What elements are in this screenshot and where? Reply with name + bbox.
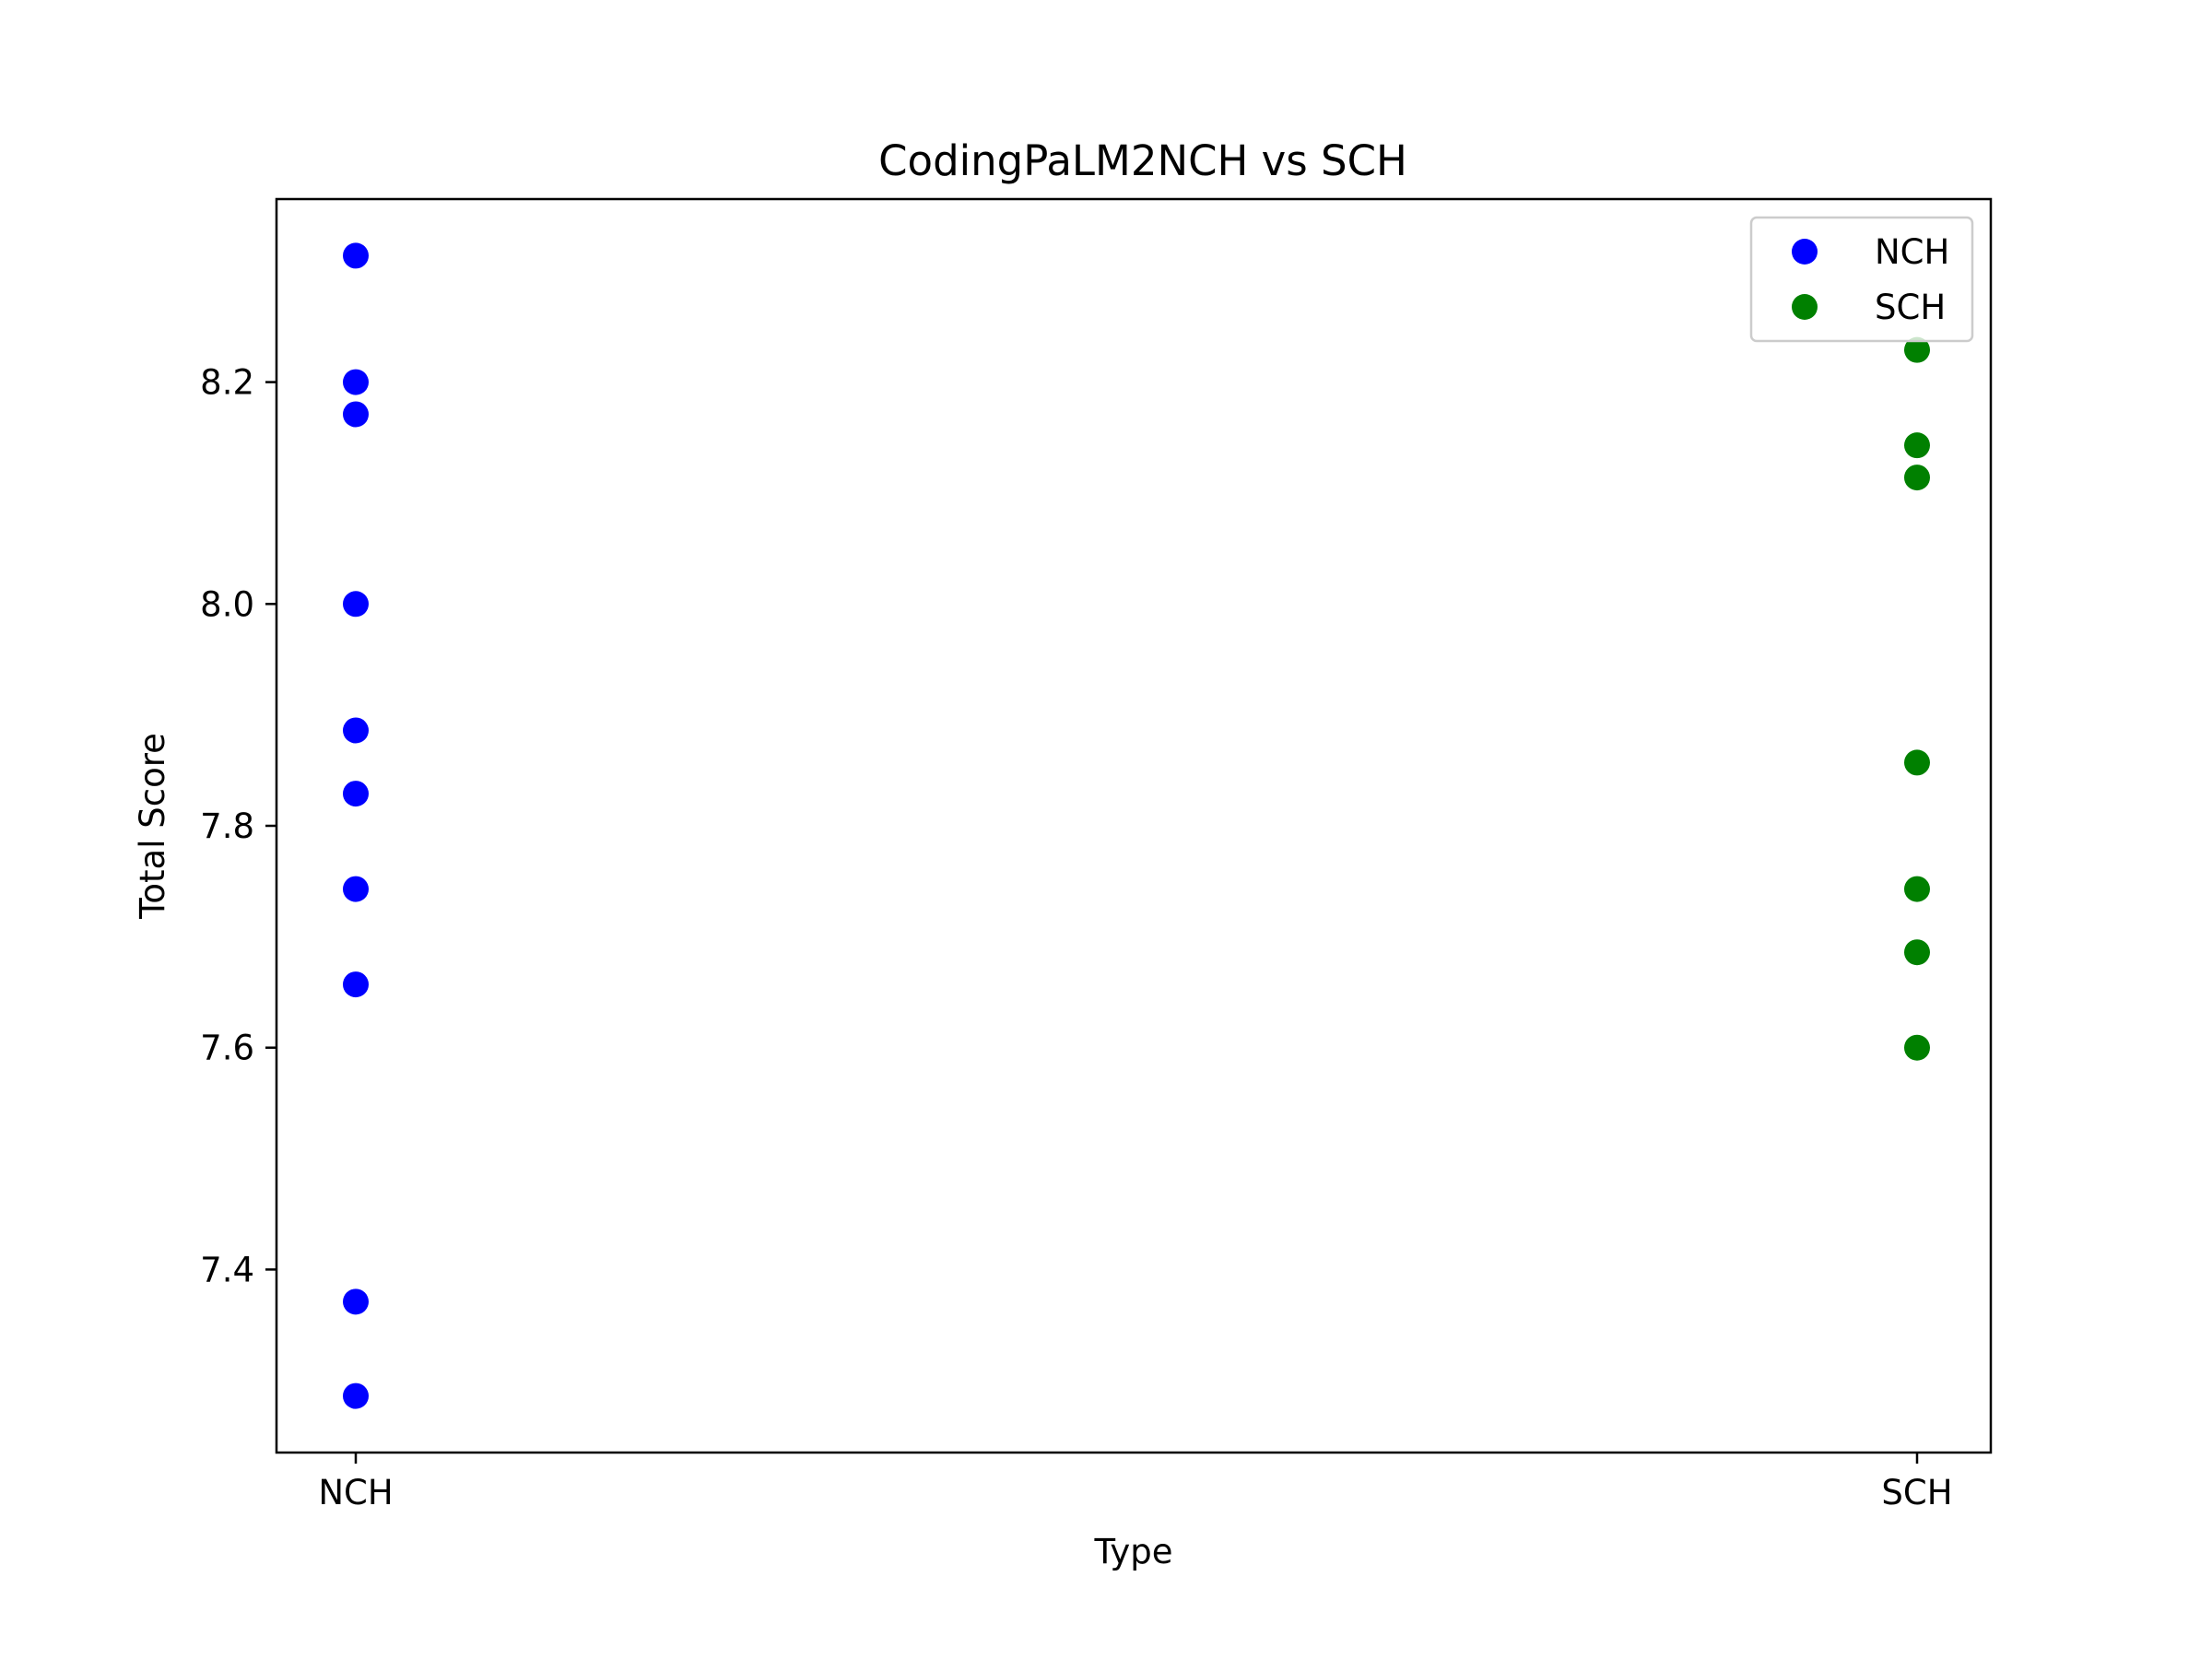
- data-point: [343, 1288, 369, 1315]
- data-point: [1904, 749, 1930, 776]
- y-tick-label: 7.6: [200, 1029, 254, 1068]
- data-point: [1904, 336, 1930, 363]
- y-tick-label: 7.8: [200, 806, 254, 846]
- y-tick-label: 7.4: [200, 1250, 254, 1289]
- y-axis: 7.4 7.6 7.8 8.0 8.2: [200, 363, 276, 1289]
- legend-label-nch: NCH: [1875, 232, 1949, 272]
- data-point: [343, 401, 369, 428]
- chart-title: CodingPaLM2NCH vs SCH: [878, 136, 1407, 185]
- data-point: [343, 369, 369, 395]
- legend-marker-nch: [1792, 239, 1818, 265]
- data-point: [343, 717, 369, 744]
- data-point: [343, 242, 369, 269]
- series-sch: [1904, 336, 1930, 1061]
- series-nch: [343, 242, 369, 1409]
- data-point: [1904, 432, 1930, 459]
- data-point: [1904, 1034, 1930, 1061]
- data-point: [343, 876, 369, 902]
- x-tick-label: SCH: [1881, 1473, 1952, 1512]
- y-axis-label: Total Score: [133, 733, 172, 920]
- y-tick-label: 8.0: [200, 584, 254, 624]
- data-point: [1904, 876, 1930, 902]
- x-tick-label: NCH: [318, 1473, 393, 1512]
- data-points: [343, 242, 1930, 1409]
- data-point: [343, 1382, 369, 1409]
- legend-marker-sch: [1792, 294, 1818, 320]
- legend: NCH SCH: [1749, 216, 1974, 343]
- data-point: [343, 591, 369, 618]
- x-axis: NCH SCH: [318, 1453, 1953, 1512]
- y-tick-label: 8.2: [200, 363, 254, 403]
- data-point: [1904, 465, 1930, 491]
- x-axis-label: Type: [1094, 1532, 1173, 1571]
- legend-label-sch: SCH: [1875, 288, 1946, 327]
- data-point: [343, 781, 369, 807]
- data-point: [1904, 939, 1930, 966]
- data-point: [343, 971, 369, 998]
